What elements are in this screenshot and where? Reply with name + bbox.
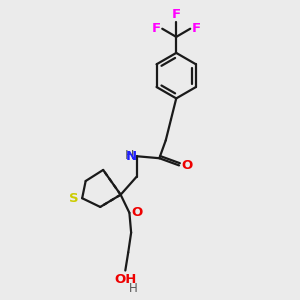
Text: F: F — [191, 22, 200, 35]
Text: H: H — [125, 149, 134, 162]
Text: OH: OH — [114, 273, 136, 286]
Text: S: S — [69, 192, 79, 205]
Text: F: F — [172, 8, 181, 21]
Text: H: H — [129, 282, 138, 295]
Text: F: F — [152, 22, 161, 35]
Text: N: N — [126, 150, 137, 163]
Text: O: O — [131, 206, 142, 219]
Text: O: O — [181, 159, 192, 172]
